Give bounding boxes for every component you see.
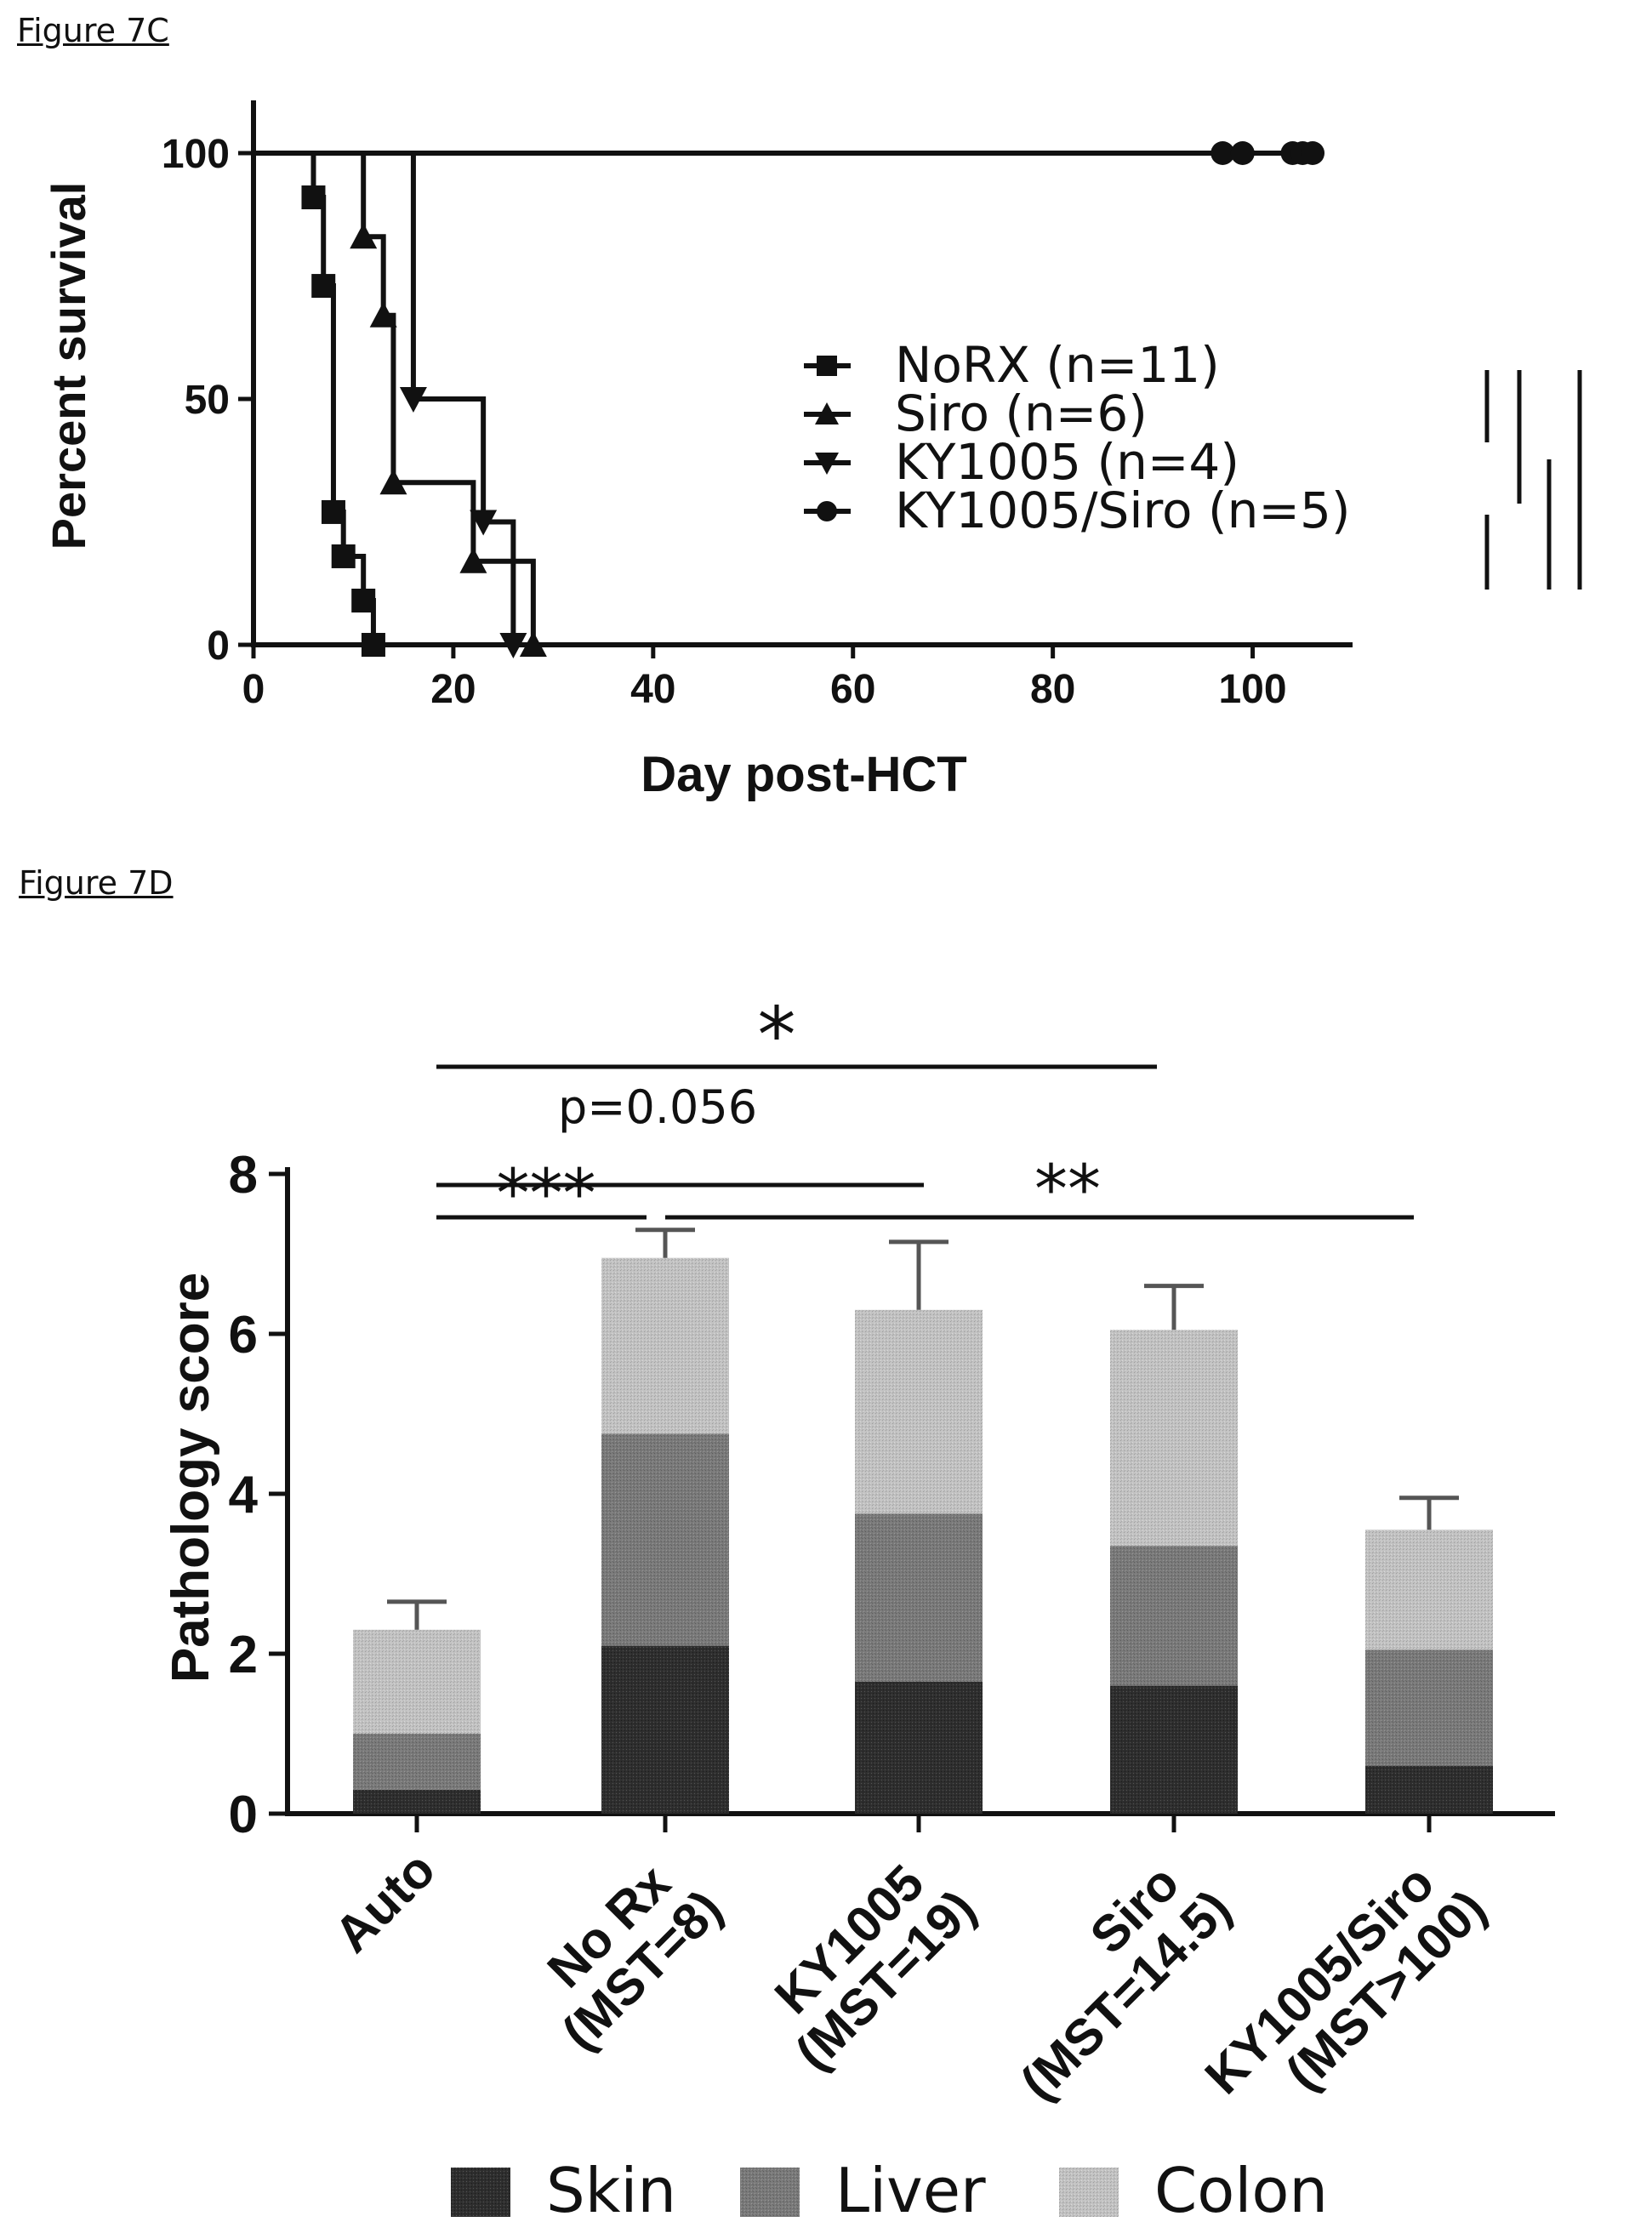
- bar-segment-colon: [601, 1257, 729, 1434]
- bar-segment-skin: [1365, 1765, 1493, 1814]
- survival-marker: [815, 402, 839, 424]
- legend-label: Siro (n=6): [895, 385, 1148, 442]
- legend-label: KY1005 (n=4): [895, 433, 1239, 491]
- legend-item: Colon: [1059, 2155, 1328, 2226]
- survival-marker: [499, 633, 527, 658]
- bar-segment-liver: [353, 1734, 481, 1790]
- survival-series-3: [253, 151, 527, 658]
- pathology-category-label: No Rx(MST=8): [513, 1841, 733, 2061]
- bar-stack: [855, 1239, 983, 1814]
- bar-stack: [1365, 1496, 1493, 1814]
- legend-label: KY1005/Siro (n=5): [895, 481, 1350, 539]
- bar-stack: [601, 1228, 729, 1814]
- survival-step-line: [253, 151, 536, 645]
- survival-series-2: [253, 151, 547, 657]
- survival-marker: [321, 499, 345, 524]
- pathology-y-tick-label: 0: [229, 1786, 258, 1844]
- figure-7d-label: Figure 7D: [19, 864, 174, 902]
- legend-label: NoRX (n=11): [895, 336, 1220, 394]
- survival-marker: [815, 453, 839, 475]
- bar-segment-colon: [855, 1309, 983, 1514]
- survival-marker: [351, 588, 376, 612]
- significance-brackets: [1484, 370, 1582, 590]
- survival-marker: [1301, 141, 1325, 165]
- survival-x-tick-label: 60: [830, 667, 875, 712]
- survival-series-1: [253, 151, 385, 657]
- significance-star-3: ***: [497, 1156, 596, 1233]
- survival-x-tick-label: 20: [430, 667, 476, 712]
- legend-item: Skin: [451, 2155, 676, 2226]
- survival-x-tick-label: 100: [1218, 667, 1286, 712]
- significance-star-2: **: [1034, 1152, 1101, 1228]
- survival-marker: [459, 547, 487, 573]
- survival-marker: [1230, 141, 1255, 165]
- comparison-lines: [436, 1064, 1414, 1220]
- pathology-legend: Skin Liver Colon: [451, 2155, 1328, 2226]
- survival-marker: [331, 544, 356, 568]
- survival-x-tick-label: 40: [630, 667, 675, 712]
- pathology-y-axis-label: Pathology score: [162, 1273, 220, 1683]
- bar-stack: [353, 1599, 481, 1814]
- bar-segment-liver: [855, 1513, 983, 1682]
- survival-marker: [361, 633, 385, 657]
- survival-marker: [399, 387, 427, 413]
- survival-x-axis-label: Day post-HCT: [641, 747, 966, 802]
- survival-marker: [379, 469, 407, 495]
- bar-stack: [1110, 1284, 1238, 1814]
- survival-y-axis-label: Percent survival: [42, 182, 95, 550]
- pathology-y-tick-label: 2: [229, 1626, 258, 1684]
- legend-item: KY1005/Siro (n=5): [804, 481, 1350, 539]
- survival-marker: [311, 274, 336, 299]
- pathology-category-label: Auto: [323, 1841, 446, 1963]
- legend-swatch: [740, 2168, 800, 2217]
- bar-segment-liver: [1110, 1546, 1238, 1686]
- figure-7c-label: Figure 7C: [17, 12, 169, 49]
- survival-x-tick-label: 0: [242, 667, 265, 712]
- bar-segment-skin: [601, 1645, 729, 1814]
- bar-segment-skin: [353, 1789, 481, 1814]
- bar-segment-liver: [1365, 1649, 1493, 1766]
- survival-y-tick-label: 100: [162, 132, 230, 177]
- bar-segment-liver: [601, 1433, 729, 1646]
- pathology-y-tick-label: 4: [229, 1466, 259, 1524]
- legend-item: NoRX (n=11): [804, 336, 1220, 394]
- survival-legend: NoRX (n=11)Siro (n=6)KY1005 (n=4)KY1005/…: [804, 336, 1350, 539]
- survival-marker: [817, 356, 837, 376]
- legend-item: KY1005 (n=4): [804, 433, 1239, 491]
- legend-label: Colon: [1154, 2155, 1328, 2226]
- survival-x-tick-label: 80: [1030, 667, 1075, 712]
- pathology-category-label: KY1005/Siro(MST>100): [1194, 1841, 1497, 2144]
- bar-segment-skin: [855, 1681, 983, 1814]
- pathology-category-label: KY1005(MST=19): [746, 1841, 986, 2081]
- bar-segment-colon: [1365, 1530, 1493, 1650]
- survival-marker: [1211, 141, 1235, 165]
- survival-marker: [470, 510, 498, 536]
- legend-item: Siro (n=6): [804, 385, 1148, 442]
- legend-label: Liver: [835, 2155, 986, 2226]
- bar-segment-skin: [1110, 1685, 1238, 1814]
- survival-step-line: [253, 151, 376, 645]
- survival-y-tick-label: 0: [207, 624, 230, 669]
- survival-chart: Percent survival Day post-HCT 0 50 100 0 20 4…: [42, 100, 1582, 802]
- pathology-y-tick-label: 6: [229, 1306, 258, 1364]
- significance-star-1: *: [758, 991, 796, 1080]
- legend-swatch: [1059, 2168, 1119, 2217]
- legend-swatch: [451, 2168, 510, 2217]
- legend-label: Skin: [546, 2155, 676, 2226]
- bar-segment-colon: [1110, 1330, 1238, 1547]
- survival-marker: [519, 631, 547, 657]
- survival-y-tick-label: 50: [185, 378, 230, 423]
- survival-series-4: [253, 141, 1325, 165]
- p-value-label: p=0.056: [558, 1080, 757, 1134]
- survival-marker: [369, 301, 397, 328]
- survival-marker: [817, 501, 837, 521]
- bar-segment-colon: [353, 1629, 481, 1734]
- survival-marker: [350, 223, 378, 249]
- pathology-y-tick-label: 8: [229, 1146, 258, 1205]
- survival-marker: [301, 185, 326, 210]
- category-label-line: Auto: [323, 1841, 446, 1963]
- legend-item: Liver: [740, 2155, 986, 2226]
